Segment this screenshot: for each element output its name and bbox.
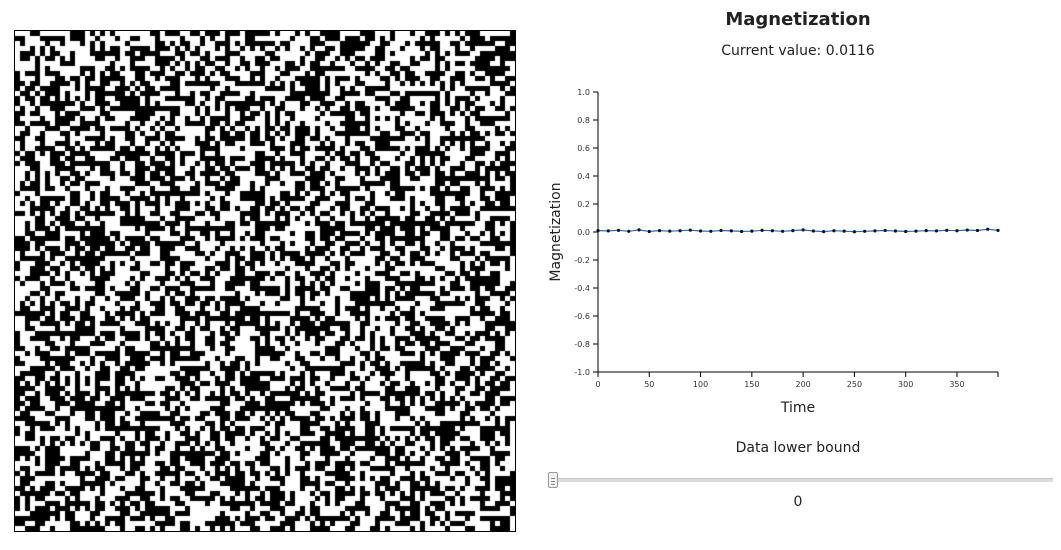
data-point xyxy=(750,229,754,233)
magnetization-chart: -1.0 -0.8 -0.6 -0.4 -0.2 0.0 0.2 0.4 0.6 0.8 1.0 0… xyxy=(548,88,1000,416)
y-tick-label: -0.8 xyxy=(574,340,590,349)
x-axis-title: Time xyxy=(780,400,815,416)
data-point xyxy=(770,229,774,233)
data-point xyxy=(760,228,764,232)
y-tick-label: -1.0 xyxy=(574,368,590,377)
data-point xyxy=(791,229,795,233)
magnetization-line xyxy=(597,228,999,233)
data-point xyxy=(893,229,898,233)
x-tick-label: 300 xyxy=(898,380,913,389)
data-point xyxy=(832,229,836,233)
data-point xyxy=(668,229,672,233)
y-tick-label: 0.4 xyxy=(577,172,590,181)
data-point xyxy=(955,229,959,233)
data-point xyxy=(811,229,815,233)
data-point xyxy=(709,229,713,233)
y-tick-label: 0.8 xyxy=(577,116,590,125)
x-tick-label: 100 xyxy=(693,380,708,389)
x-tick-label: 150 xyxy=(744,380,759,389)
data-point xyxy=(965,228,969,232)
data-point xyxy=(986,227,990,231)
x-tick-label: 50 xyxy=(644,380,654,389)
data-point xyxy=(647,229,651,234)
data-point xyxy=(627,229,631,233)
data-point xyxy=(822,229,826,234)
data-point xyxy=(924,229,928,233)
x-axis: 0 50 100 150 200 250 300 350 xyxy=(595,371,999,389)
data-point xyxy=(739,229,744,234)
data-point xyxy=(873,229,877,233)
slider-value: 0 xyxy=(793,494,803,510)
x-tick-label: 0 xyxy=(595,380,600,389)
x-tick-label: 200 xyxy=(795,380,810,389)
data-point xyxy=(945,228,949,232)
y-tick-label: 0.2 xyxy=(577,200,590,209)
data-point xyxy=(688,228,692,232)
chart-title: Magnetization xyxy=(725,9,871,30)
y-tick-label: 0.6 xyxy=(577,144,590,153)
data-point xyxy=(781,229,785,233)
y-tick-label: 1.0 xyxy=(577,88,590,97)
data-point xyxy=(863,229,867,233)
data-point xyxy=(698,229,703,233)
y-tick-label: -0.6 xyxy=(574,312,590,321)
y-axis: -1.0 -0.8 -0.6 -0.4 -0.2 0.0 0.2 0.4 0.6 0.8 1.0 xyxy=(574,88,599,377)
spin-lattice-panel xyxy=(14,30,516,532)
data-point xyxy=(637,228,641,232)
y-tick-label: -0.4 xyxy=(574,284,590,293)
data-point xyxy=(719,228,723,233)
y-tick-label: 0.0 xyxy=(577,228,590,237)
data-point xyxy=(934,229,939,233)
data-point xyxy=(616,228,621,232)
series-layer xyxy=(596,227,1000,234)
spin-lattice[interactable] xyxy=(15,31,515,531)
data-point xyxy=(606,229,610,233)
data-point xyxy=(914,229,918,233)
data-point xyxy=(996,228,1000,232)
y-axis-title: Magnetization xyxy=(548,182,564,281)
data-point xyxy=(657,229,662,233)
data-point xyxy=(801,228,805,232)
data-point xyxy=(678,229,682,233)
slider-track[interactable] xyxy=(548,478,1053,482)
data-point xyxy=(852,230,857,234)
x-tick-label: 250 xyxy=(847,380,862,389)
data-lower-bound-slider[interactable] xyxy=(548,470,1053,492)
slider-handle[interactable] xyxy=(548,472,558,488)
data-point xyxy=(596,229,600,233)
slider-label: Data lower bound xyxy=(735,440,861,456)
current-value-readout: Current value: 0.0116 xyxy=(721,43,875,59)
y-tick-label: -0.2 xyxy=(574,256,590,265)
x-tick-label: 350 xyxy=(949,380,964,389)
data-point xyxy=(904,229,908,234)
data-point xyxy=(729,229,733,233)
data-point xyxy=(975,228,980,233)
data-point xyxy=(883,228,887,233)
grip-icon xyxy=(551,478,555,485)
data-point xyxy=(842,229,846,233)
